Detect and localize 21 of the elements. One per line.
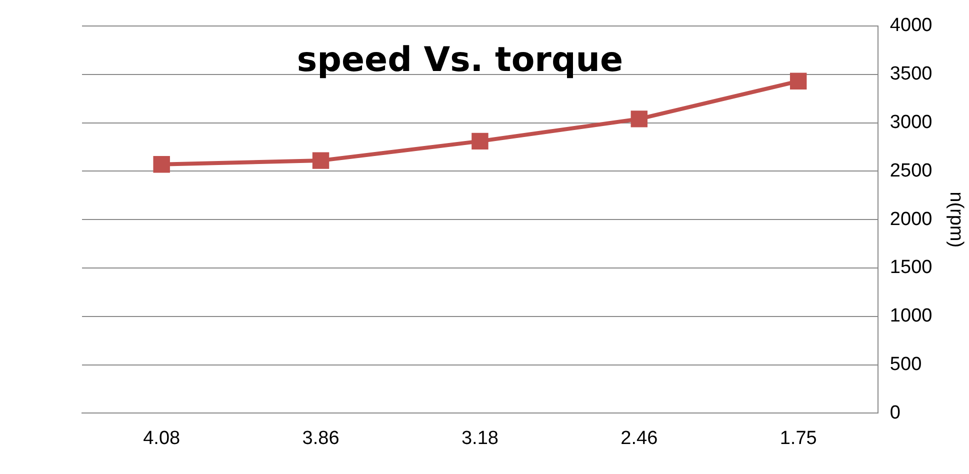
point — [472, 132, 488, 150]
chart-title: speed Vs. torque — [296, 40, 624, 80]
point — [312, 152, 330, 169]
x-tick-label: 1.75 — [780, 428, 817, 449]
point — [790, 72, 807, 90]
y-tick-label: 1500 — [890, 257, 932, 278]
y-tick-label: 2000 — [890, 208, 932, 230]
x-tick-label: 2.46 — [620, 428, 658, 449]
y-tick-label: 500 — [890, 354, 922, 376]
y-tick-label: 4000 — [890, 15, 932, 36]
y-tick-label: 2500 — [890, 160, 932, 182]
x-tick-label: 3.86 — [302, 428, 340, 449]
point — [153, 156, 170, 173]
x-tick-label: 4.08 — [143, 428, 180, 449]
point — [630, 110, 648, 128]
x-tick-label: 3.18 — [461, 428, 498, 449]
y-tick-label: 3000 — [890, 112, 932, 134]
y-tick-label: 3500 — [890, 64, 932, 85]
y-tick-label: 1000 — [890, 306, 932, 327]
y-tick-label: 0 — [890, 402, 901, 424]
y-axis-title: n(rpm) — [945, 192, 966, 248]
